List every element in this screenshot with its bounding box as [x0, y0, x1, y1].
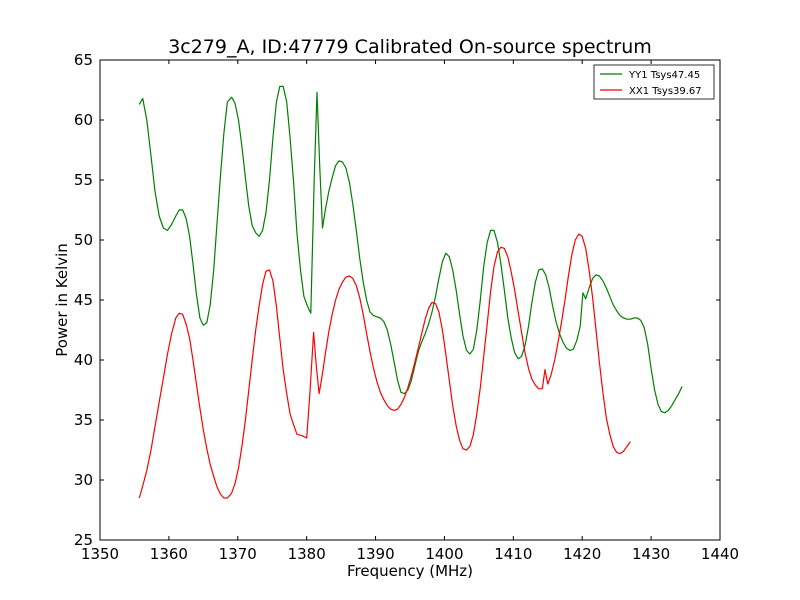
series-line-xx1	[138, 233, 631, 499]
y-axis: 25 30 35 40 45 50 55 60 65	[74, 51, 720, 549]
legend-box	[593, 64, 715, 100]
y-tick-label: 50	[74, 231, 93, 249]
y-tick-label: 25	[74, 531, 93, 549]
legend-label-yy1: YY1 Tsys47.45	[628, 70, 700, 81]
x-tick-label: 1360	[150, 545, 188, 563]
legend-label-xx1: XX1 Tsys39.67	[629, 86, 702, 97]
y-tick-label: 30	[74, 471, 93, 489]
x-tick-label: 1380	[288, 545, 326, 563]
x-axis: 1350 1360 1370 1380 1390 1400 1410 1420 1430 1440	[81, 60, 739, 563]
y-tick-label: 35	[74, 411, 93, 429]
x-tick-label: 1420	[563, 545, 601, 563]
legend: YY1 Tsys47.45 XX1 Tsys39.67	[593, 64, 715, 100]
plot-area	[138, 85, 683, 499]
series-line-yy1	[138, 85, 683, 414]
x-tick-label: 1410	[494, 545, 532, 563]
x-tick-label: 1440	[701, 545, 739, 563]
y-tick-label: 45	[74, 291, 93, 309]
x-tick-label: 1370	[219, 545, 257, 563]
x-tick-label: 1430	[632, 545, 670, 563]
y-tick-label: 65	[74, 51, 93, 69]
y-tick-label: 40	[74, 351, 93, 369]
y-axis-label: Power in Kelvin	[53, 243, 71, 357]
x-tick-label: 1350	[81, 545, 119, 563]
chart-title: 3c279_A, ID:47779 Calibrated On-source s…	[168, 36, 652, 58]
x-tick-label: 1390	[356, 545, 394, 563]
y-tick-label: 55	[74, 171, 93, 189]
y-tick-label: 60	[74, 111, 93, 129]
x-axis-label: Frequency (MHz)	[347, 562, 473, 580]
x-tick-label: 1400	[425, 545, 463, 563]
